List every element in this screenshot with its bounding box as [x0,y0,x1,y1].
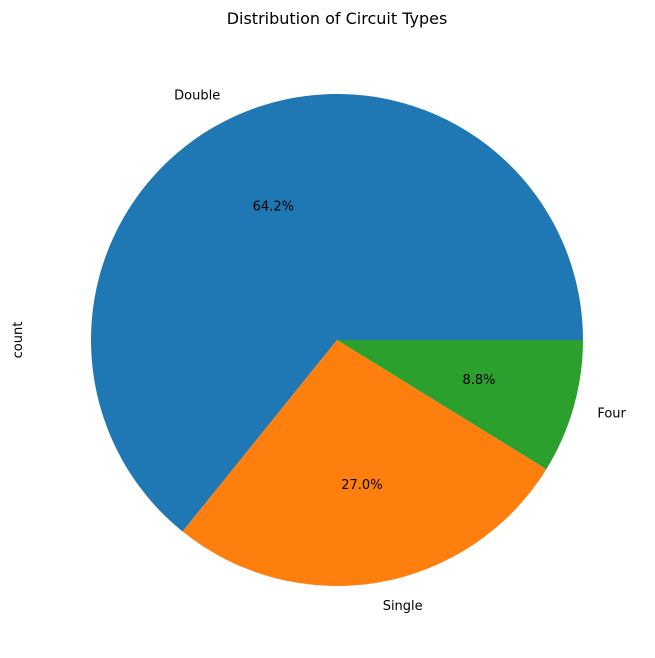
percent-label-four: 8.8% [462,373,495,388]
pie-slice-four [337,340,583,470]
chart-title: Distribution of Circuit Types [227,9,448,28]
pie-labels: Double 64.2% Single 27.0% Four 8.8% [174,88,626,614]
percent-label-single: 27.0% [341,478,382,493]
pie-slice-double [90,93,584,532]
y-axis-label: count [11,322,26,359]
category-label-four: Four [597,406,626,421]
pie-slice-single [182,340,547,586]
percent-label-double: 64.2% [253,199,294,214]
category-label-single: Single [383,599,423,614]
category-label-double: Double [174,88,220,103]
pie-slices [90,93,584,586]
